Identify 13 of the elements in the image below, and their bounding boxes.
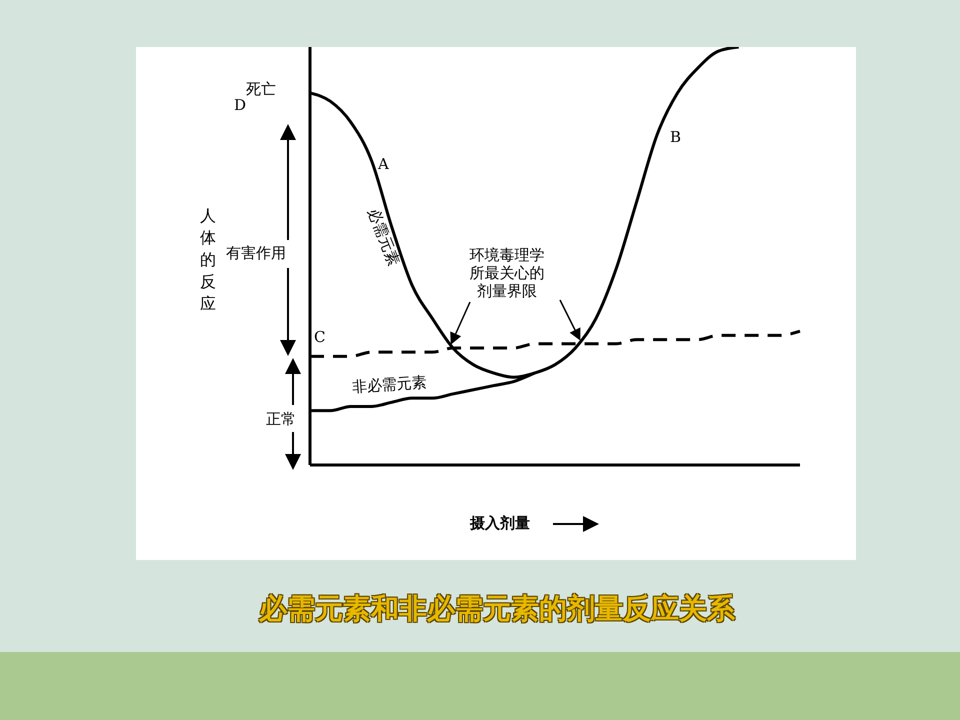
text: 必需元素	[363, 206, 404, 269]
annotation: B	[670, 128, 682, 146]
x-axis-title: 摄入剂量	[470, 514, 530, 533]
annotation: C	[314, 328, 326, 346]
series-label: 非必需元素	[351, 372, 428, 397]
text: 人体的反应	[199, 205, 217, 315]
text: 正常	[266, 410, 296, 428]
annotation: 环境毒理学所最关心的剂量界限	[468, 246, 546, 300]
text: D	[234, 96, 246, 114]
text: 必需元素和非必需元素的剂量反应关系	[258, 591, 736, 627]
annotation: A	[378, 155, 389, 173]
text: 有害作用	[226, 244, 286, 262]
text: 死亡	[246, 80, 276, 98]
